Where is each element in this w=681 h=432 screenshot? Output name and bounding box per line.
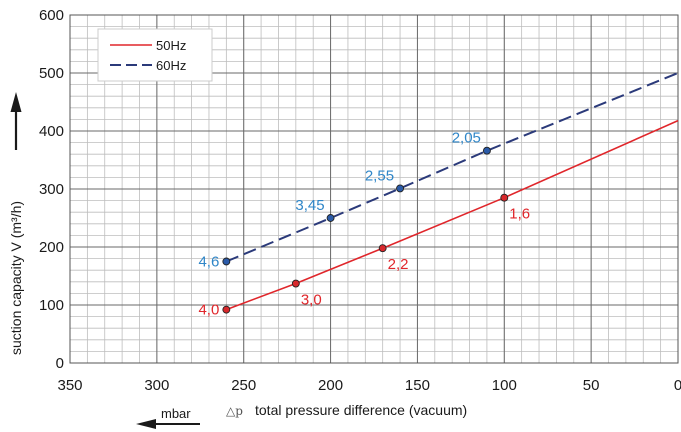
legend-box	[97, 28, 213, 82]
x-tick-label: 50	[583, 377, 600, 394]
data-label: 3,45	[295, 197, 324, 214]
y-tick-label: 0	[56, 355, 64, 372]
series-line-60Hz	[225, 72, 679, 263]
x-axis-symbol: △p	[226, 404, 243, 418]
data-label: 1,6	[509, 206, 530, 223]
data-label: 2,05	[452, 130, 481, 147]
x-tick-label: 0	[674, 377, 681, 394]
data-series: 4,0 3,0 2,2 1,6 4,6 3,45 2,55 2,05	[198, 72, 679, 319]
x-tick-label: 150	[405, 377, 430, 394]
x-tick-label: 200	[318, 377, 343, 394]
y-tick-label: 300	[39, 181, 64, 198]
data-label: 4,6	[198, 254, 219, 271]
data-point	[500, 193, 509, 202]
plot-frame	[69, 14, 679, 364]
data-label: 4,0	[198, 302, 219, 319]
y-tick-label: 200	[39, 239, 64, 256]
y-axis-label: suction capacity V (m³/h)	[8, 201, 24, 355]
data-label: 3,0	[301, 292, 322, 309]
data-point	[482, 146, 491, 155]
data-point	[291, 279, 300, 288]
x-tick-label: 300	[144, 377, 169, 394]
y-tick-label: 500	[39, 65, 64, 82]
y-tick-label: 100	[39, 297, 64, 314]
y-axis-title-group: suction capacity V (m³/h)	[8, 92, 24, 355]
x-tick-label: 350	[57, 377, 82, 394]
data-point	[326, 214, 335, 222]
x-axis-arrow-head	[136, 419, 156, 429]
y-axis-arrow-head	[10, 92, 22, 112]
x-tick-label: 250	[231, 377, 256, 394]
data-label: 2,2	[388, 256, 409, 273]
legend: 50Hz 60Hz	[97, 28, 213, 82]
x-axis-unit: mbar	[161, 406, 191, 421]
y-tick-label: 600	[39, 7, 64, 24]
x-axis-title-group: mbar △p total pressure difference (vacuu…	[136, 402, 467, 429]
legend-entry: 50Hz	[156, 38, 186, 53]
data-point	[222, 257, 231, 266]
x-axis-label: total pressure difference (vacuum)	[255, 402, 467, 418]
data-point	[396, 184, 405, 193]
data-point	[222, 305, 231, 314]
data-label: 2,55	[365, 167, 394, 184]
x-tick-label: 100	[492, 377, 517, 394]
legend-entry: 60Hz	[156, 58, 186, 73]
data-point	[378, 244, 387, 253]
y-tick-label: 400	[39, 123, 64, 140]
